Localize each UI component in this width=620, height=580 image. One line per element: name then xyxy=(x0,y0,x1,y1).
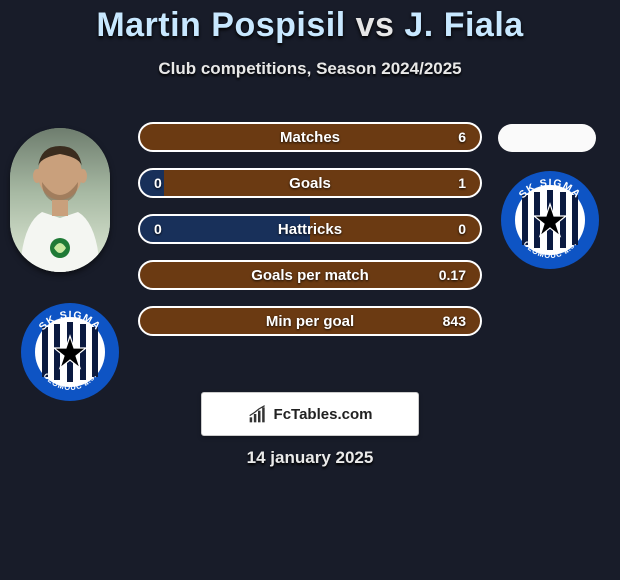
brand-badge[interactable]: FcTables.com xyxy=(201,392,419,436)
stat-label: Min per goal xyxy=(266,313,354,330)
stat-right-value: 6 xyxy=(444,124,480,150)
stat-left-value xyxy=(140,124,168,150)
vs-label: vs xyxy=(356,6,395,44)
stat-bars-container: Matches 6 0 Goals 1 0 Hattricks 0 Goals per matc… xyxy=(138,122,482,352)
player2-name: J. Fiala xyxy=(404,6,523,44)
stat-right-value: 1 xyxy=(444,170,480,196)
generated-date: 14 january 2025 xyxy=(0,448,620,468)
stat-bar: Min per goal 843 xyxy=(138,306,482,336)
brand-text: FcTables.com xyxy=(274,406,373,423)
sigma-badge-icon: SK SIGMA OLOMOUC a.s. xyxy=(500,170,600,270)
stat-bar: 0 Goals 1 xyxy=(138,168,482,198)
stat-left-value xyxy=(140,262,168,288)
stat-label: Matches xyxy=(280,129,340,146)
player1-name: Martin Pospisil xyxy=(96,6,345,44)
player1-avatar xyxy=(10,128,110,272)
stat-bar: Matches 6 xyxy=(138,122,482,152)
stat-bar: Goals per match 0.17 xyxy=(138,260,482,290)
stat-left-value xyxy=(140,308,168,334)
sigma-badge-icon: SK SIGMA OLOMOUC a.s. xyxy=(20,302,120,402)
comparison-title: Martin Pospisil vs J. Fiala xyxy=(0,0,620,45)
player2-club-badge: SK SIGMA OLOMOUC a.s. xyxy=(500,170,600,270)
stat-left-value: 0 xyxy=(140,216,176,242)
season-subtitle: Club competitions, Season 2024/2025 xyxy=(0,59,620,79)
player2-avatar-placeholder xyxy=(498,124,596,152)
stat-label: Hattricks xyxy=(278,221,342,238)
stat-left-value: 0 xyxy=(140,170,176,196)
brand-logo-icon xyxy=(248,404,268,424)
stat-label: Goals xyxy=(289,175,331,192)
stat-bar: 0 Hattricks 0 xyxy=(138,214,482,244)
stat-right-value: 0 xyxy=(444,216,480,242)
stat-right-value: 843 xyxy=(429,308,480,334)
stat-right-value: 0.17 xyxy=(425,262,480,288)
player1-club-badge: SK SIGMA OLOMOUC a.s. xyxy=(20,302,120,402)
person-icon xyxy=(10,128,110,272)
stat-label: Goals per match xyxy=(251,267,369,284)
